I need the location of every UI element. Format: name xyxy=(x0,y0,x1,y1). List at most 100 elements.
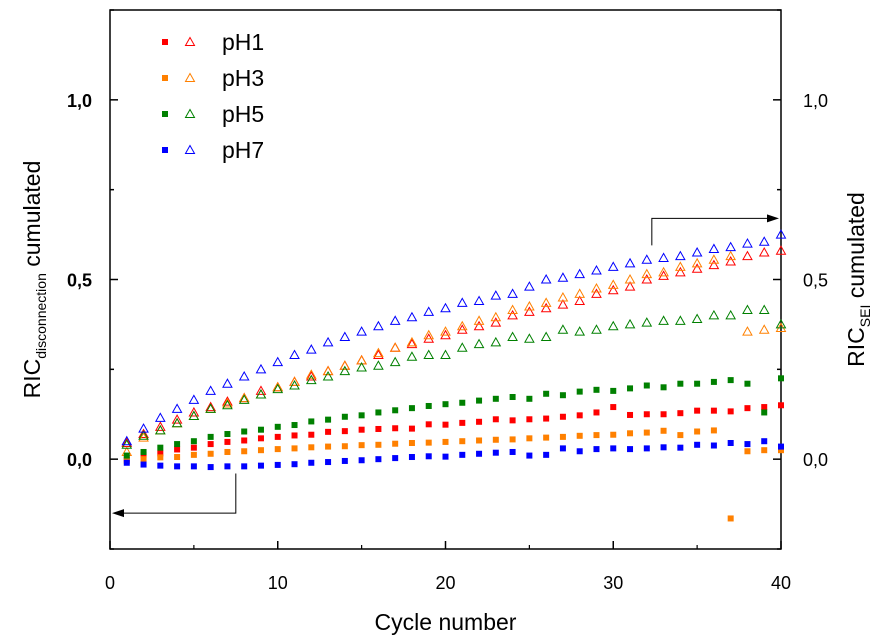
sei-point xyxy=(305,374,317,385)
sei-point xyxy=(222,399,233,410)
disconnection-point xyxy=(660,411,667,418)
disconnection-point xyxy=(694,380,701,387)
disconnection-point xyxy=(257,426,264,433)
disconnection-point xyxy=(157,450,164,457)
sei-point xyxy=(607,261,619,271)
disconnection-point xyxy=(157,462,164,469)
disconnection-point xyxy=(543,434,550,441)
x-tick-label: 40 xyxy=(771,573,791,593)
sei-point xyxy=(674,266,686,277)
disconnection-point xyxy=(643,445,650,452)
sei-point xyxy=(305,371,317,381)
disconnection-point xyxy=(543,415,550,422)
disconnection-point xyxy=(476,450,483,457)
disconnection-point xyxy=(241,463,248,470)
disconnection-point xyxy=(677,432,684,439)
sei-point xyxy=(356,326,367,336)
ticks: 0 10 20 30 40 0,0 0,0 0,5 0,5 1,0 1,0 xyxy=(67,9,828,593)
sei-point xyxy=(373,320,384,331)
sei-point xyxy=(238,371,250,381)
disconnection-point xyxy=(274,433,281,440)
disconnection-point xyxy=(643,382,650,389)
y-tick-label-right: 0,5 xyxy=(803,271,828,291)
sei-point xyxy=(406,351,418,361)
right-axis-arrow xyxy=(651,217,771,246)
sei-point xyxy=(322,365,334,376)
disconnection-point xyxy=(375,456,382,463)
disconnection-point xyxy=(778,447,784,454)
sei-point xyxy=(540,297,552,307)
sei-point xyxy=(775,245,787,255)
disconnection-point xyxy=(325,459,332,466)
sei-point xyxy=(507,309,518,320)
disconnection-point xyxy=(190,451,197,458)
sei-point xyxy=(188,394,200,404)
disconnection-point xyxy=(710,407,717,414)
disconnection-point xyxy=(710,378,717,385)
disconnection-point xyxy=(677,380,684,387)
sei-point xyxy=(205,403,217,413)
legend-triangle-marker xyxy=(184,72,196,82)
disconnection-point xyxy=(576,388,583,395)
disconnection-point xyxy=(174,441,181,448)
disconnection-point xyxy=(492,436,499,443)
disconnection-point xyxy=(425,453,432,460)
sei-point xyxy=(406,311,418,322)
disconnection-point xyxy=(190,438,197,445)
disconnection-point xyxy=(442,438,449,445)
sei-point xyxy=(490,317,502,327)
disconnection-point xyxy=(727,377,734,384)
disconnection-point xyxy=(727,515,734,522)
sei-point xyxy=(607,279,619,289)
y-right-main: RIC xyxy=(843,327,869,367)
sei-point xyxy=(456,297,468,307)
disconnection-point xyxy=(174,446,181,453)
disconnection-point xyxy=(694,441,701,448)
sei-point xyxy=(742,304,753,315)
disconnection-point xyxy=(207,441,214,448)
disconnection-point xyxy=(761,447,768,454)
sei-point xyxy=(406,338,418,349)
disconnection-point xyxy=(358,457,365,464)
sei-point xyxy=(708,309,720,320)
sei-point xyxy=(742,326,753,336)
sei-point xyxy=(540,331,552,341)
sei-point xyxy=(154,421,166,431)
sei-point xyxy=(473,320,485,331)
sei-point xyxy=(339,360,351,370)
sei-point xyxy=(658,266,669,277)
disconnection-point xyxy=(576,432,583,439)
disconnection-point xyxy=(593,386,600,393)
sei-point xyxy=(138,430,149,440)
markers xyxy=(121,229,787,522)
disconnection-point xyxy=(509,436,516,443)
sei-point xyxy=(138,432,149,442)
sei-point xyxy=(574,268,586,279)
sei-point xyxy=(423,306,435,316)
sei-point xyxy=(154,424,166,435)
disconnection-point xyxy=(559,392,566,399)
disconnection-point xyxy=(392,455,399,462)
disconnection-point xyxy=(476,397,483,404)
sei-point xyxy=(641,268,653,279)
disconnection-point xyxy=(476,418,483,425)
sei-point xyxy=(322,336,334,347)
sei-point xyxy=(574,326,586,336)
disconnection-point xyxy=(408,454,415,461)
legend-label: pH3 xyxy=(222,65,264,91)
disconnection-point xyxy=(744,448,751,455)
disconnection-point xyxy=(778,443,784,450)
disconnection-point xyxy=(375,409,382,416)
sei-point xyxy=(607,320,619,331)
disconnection-point xyxy=(459,438,466,445)
sei-point xyxy=(339,331,351,341)
disconnection-point xyxy=(207,450,214,457)
x-tick-label: 0 xyxy=(105,573,115,593)
disconnection-point xyxy=(694,407,701,414)
sei-point xyxy=(389,356,401,367)
disconnection-point xyxy=(442,453,449,460)
legend-square-marker xyxy=(162,147,168,153)
disconnection-point xyxy=(207,433,214,440)
disconnection-point xyxy=(593,409,600,416)
legend-square-marker xyxy=(162,111,168,117)
